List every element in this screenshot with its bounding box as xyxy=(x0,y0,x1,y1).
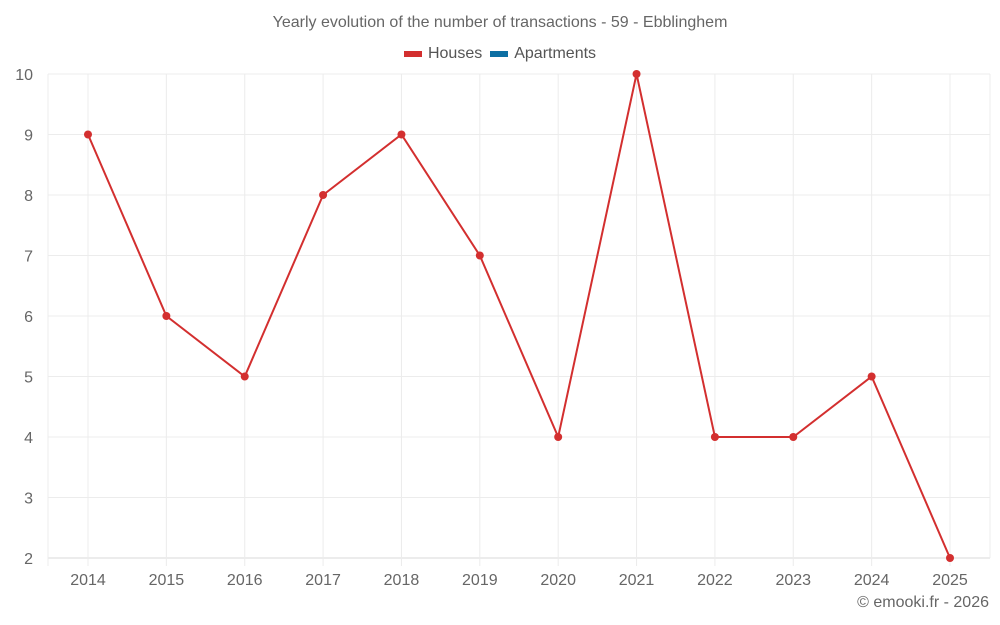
gridlines xyxy=(47,73,991,566)
series-line-houses xyxy=(87,73,951,559)
legend-label-houses: Houses xyxy=(427,45,483,62)
y-tick-label: 9 xyxy=(24,128,33,145)
data-point[interactable] xyxy=(475,251,484,260)
x-tick-label: 2021 xyxy=(619,572,655,589)
houses-swatch-icon xyxy=(403,51,422,57)
data-point[interactable] xyxy=(710,433,719,441)
x-tick-label: 2023 xyxy=(775,572,811,589)
legend-item-houses[interactable]: Houses xyxy=(403,45,483,63)
data-point[interactable] xyxy=(84,130,92,139)
legend-label-apartments: Apartments xyxy=(514,45,597,62)
data-point[interactable] xyxy=(632,70,641,78)
x-tick-label: 2019 xyxy=(462,572,498,589)
x-tick-label: 2024 xyxy=(854,572,890,589)
data-point[interactable] xyxy=(319,191,328,199)
y-tick-label: 5 xyxy=(24,370,33,387)
y-tick-label: 7 xyxy=(24,249,33,266)
x-tick-label: 2020 xyxy=(540,572,576,589)
x-tick-label: 2025 xyxy=(932,572,968,589)
x-tick-label: 2015 xyxy=(149,572,185,589)
x-tick-label: 2018 xyxy=(384,572,420,589)
chart-title: Yearly evolution of the number of transa… xyxy=(272,14,728,31)
y-tick-label: 3 xyxy=(24,491,33,508)
x-tick-label: 2014 xyxy=(70,572,106,589)
data-point[interactable] xyxy=(946,554,954,562)
data-point[interactable] xyxy=(554,433,563,441)
y-tick-label: 6 xyxy=(24,309,33,326)
x-tick-label: 2022 xyxy=(697,572,733,589)
y-tick-label: 4 xyxy=(24,430,33,447)
data-point[interactable] xyxy=(397,130,406,139)
x-tick-label: 2016 xyxy=(227,572,263,589)
y-tick-label: 2 xyxy=(24,551,33,568)
data-point[interactable] xyxy=(789,433,798,441)
copyright-footer: © emooki.fr - 2026 xyxy=(857,594,989,611)
y-tick-label: 8 xyxy=(24,188,33,205)
y-tick-label: 10 xyxy=(15,67,33,84)
data-point[interactable] xyxy=(162,312,171,320)
legend: Houses Apartments xyxy=(0,45,1000,63)
data-point[interactable] xyxy=(867,372,876,381)
apartments-swatch-icon xyxy=(490,51,509,57)
legend-item-apartments[interactable]: Apartments xyxy=(490,45,596,63)
x-tick-label: 2017 xyxy=(305,572,341,589)
data-point[interactable] xyxy=(240,372,249,381)
